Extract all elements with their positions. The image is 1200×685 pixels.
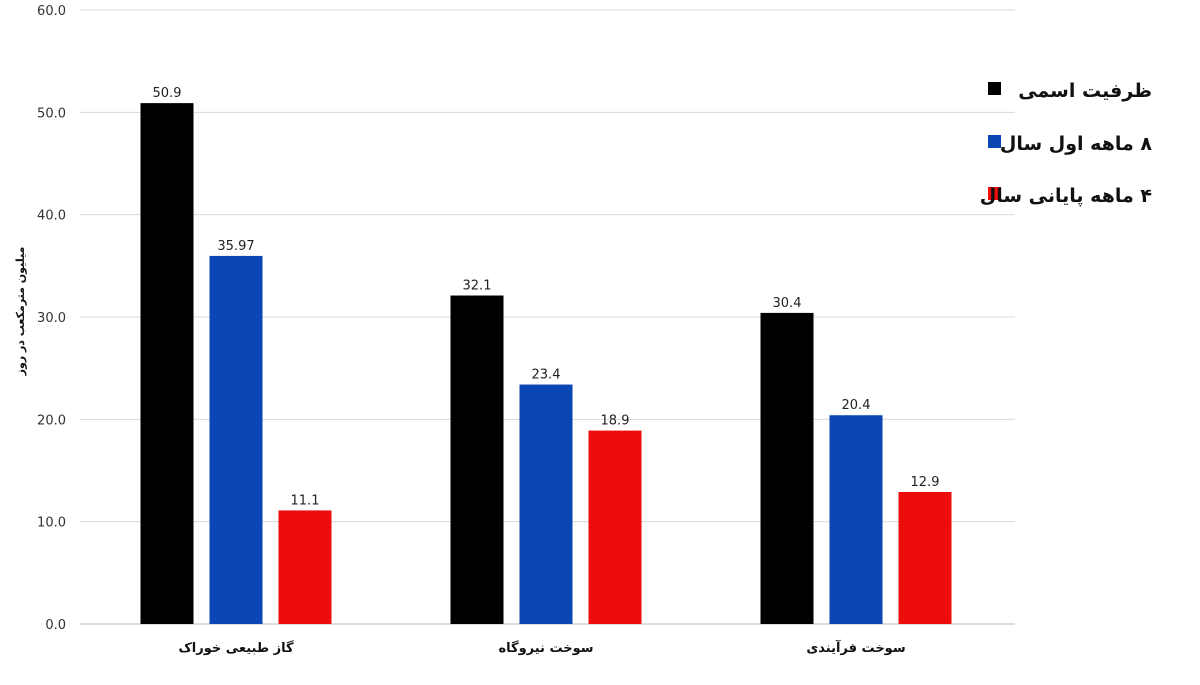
bar-1-1 <box>519 384 573 624</box>
y-axis-label: میلیون مترمکعب در روز <box>14 247 27 377</box>
y-tick-label: 60.0 <box>37 4 66 19</box>
bar-2-1 <box>829 415 883 624</box>
legend-label: ظرفیت اسمی <box>1018 80 1152 102</box>
bar-1-0 <box>450 295 504 624</box>
data-label: 12.9 <box>911 475 940 490</box>
legend-swatch <box>988 135 1001 148</box>
bar-2-2 <box>898 491 952 624</box>
x-category-label: گاز طبیعی خوراک <box>178 640 294 656</box>
data-label: 11.1 <box>291 493 320 508</box>
x-axis-categories: گاز طبیعی خوراک سوخت نیروگاه سوخت فرآیندی <box>178 639 905 656</box>
y-tick-label: 30.0 <box>37 311 66 326</box>
data-labels: 50.9 35.97 11.1 32.1 23.4 18.9 30.4 20.4 12.9 <box>153 86 940 508</box>
y-tick-label: 40.0 <box>37 209 66 224</box>
data-label: 35.97 <box>217 239 254 254</box>
legend: ظرفیت اسمی ۸ ماهه اول سال ۴ ماهه پایانی سا… <box>980 80 1153 207</box>
bar-0-2 <box>278 510 332 624</box>
x-category-label: سوخت نیروگاه <box>498 640 593 656</box>
bar-2-0 <box>760 312 814 624</box>
y-tick-label: 50.0 <box>37 106 66 121</box>
data-label: 20.4 <box>842 398 871 413</box>
data-label: 32.1 <box>463 279 492 294</box>
y-tick-label: 0.0 <box>45 618 66 633</box>
legend-swatch <box>988 187 1001 200</box>
bar-0-0 <box>140 103 194 624</box>
y-axis-ticks: 0.0 10.0 20.0 30.0 40.0 50.0 60.0 <box>37 4 66 633</box>
legend-label: ۸ ماهه اول سال <box>1000 133 1153 155</box>
y-tick-label: 10.0 <box>37 516 66 531</box>
y-tick-label: 20.0 <box>37 413 66 428</box>
bar-1-2 <box>588 430 642 624</box>
x-category-label: سوخت فرآیندی <box>806 639 905 656</box>
data-label: 18.9 <box>601 414 630 429</box>
legend-label: ۴ ماهه پایانی سال <box>980 185 1152 207</box>
data-label: 30.4 <box>773 296 802 311</box>
bar-0-1 <box>209 255 263 625</box>
legend-swatch <box>988 82 1001 95</box>
data-label: 50.9 <box>153 86 182 101</box>
bars <box>140 103 952 625</box>
data-label: 23.4 <box>532 368 561 383</box>
